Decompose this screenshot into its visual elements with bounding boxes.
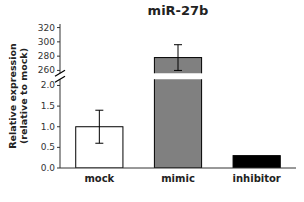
y-tick [57, 27, 60, 28]
x-axis-line [60, 168, 296, 169]
y-tick [57, 168, 60, 169]
error-line [99, 110, 100, 143]
y-tick-label: 260 [38, 65, 55, 75]
y-tick-label: 0.0 [41, 163, 56, 173]
error-cap [174, 70, 182, 71]
y-tick [57, 56, 60, 57]
y-tick-label: 320 [38, 23, 55, 33]
y-tick-label: 1.5 [41, 101, 55, 111]
error-cap [95, 110, 103, 111]
error-cap [174, 44, 182, 45]
error-bar [95, 110, 103, 143]
y-tick-label: 300 [38, 37, 55, 47]
error-cap [95, 143, 103, 144]
y-axis-line [60, 24, 61, 73]
y-tick-label: 2.0 [41, 80, 56, 90]
error-bar [174, 45, 182, 71]
y-label: Relative expression [7, 43, 18, 149]
axis-break [55, 76, 65, 82]
plot-area [76, 79, 281, 168]
y-label: (relative to mock) [18, 48, 29, 144]
y-tick [57, 147, 60, 148]
bar [154, 79, 201, 168]
y-tick-label: 0.5 [41, 142, 55, 152]
error-line [178, 45, 179, 71]
y-tick [57, 106, 60, 107]
x-tick-label: mock [84, 173, 114, 184]
y-tick [57, 126, 60, 127]
chart: miR-27b Relative expression(relative to m… [0, 0, 304, 202]
axis-break [55, 70, 65, 76]
y-tick [57, 85, 60, 86]
y-tick [57, 70, 60, 71]
x-tick-label: inhibitor [233, 173, 281, 184]
bar [233, 156, 280, 168]
y-axis-line [60, 79, 61, 168]
y-label-group: Relative expression(relative to mock) [7, 43, 29, 149]
y-tick-label: 1.0 [41, 122, 56, 132]
x-tick-label: mimic [161, 173, 195, 184]
y-tick [57, 41, 60, 42]
plot-area [76, 45, 281, 74]
y-tick-label: 280 [38, 51, 55, 61]
title: miR-27b [148, 3, 209, 18]
